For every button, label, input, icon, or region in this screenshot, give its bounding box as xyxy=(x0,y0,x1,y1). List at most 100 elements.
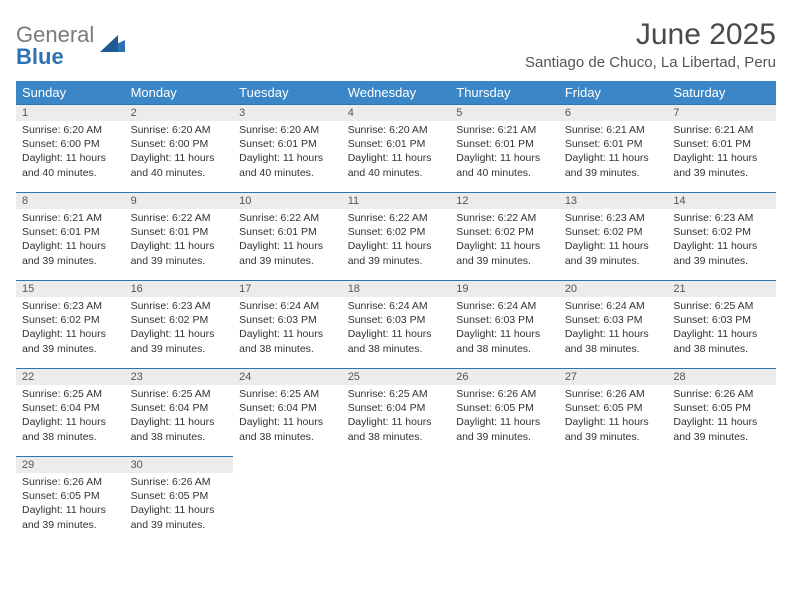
sunrise-text: Sunrise: 6:20 AM xyxy=(131,123,228,137)
day-details: Sunrise: 6:23 AMSunset: 6:02 PMDaylight:… xyxy=(667,211,776,272)
daylight-text-2: and 39 minutes. xyxy=(22,342,119,356)
daylight-text-2: and 39 minutes. xyxy=(22,518,119,532)
day-number: 1 xyxy=(16,104,125,121)
calendar-day-cell: 24Sunrise: 6:25 AMSunset: 6:04 PMDayligh… xyxy=(233,368,342,456)
calendar-day-cell: 22 Sunrise: 6:25 AMSunset: 6:04 PMDayligh… xyxy=(16,368,125,456)
brand-logo: General Blue xyxy=(16,18,126,68)
sunset-text: Sunset: 6:05 PM xyxy=(456,401,553,415)
daylight-text-2: and 38 minutes. xyxy=(239,430,336,444)
sunrise-text: Sunrise: 6:25 AM xyxy=(22,387,119,401)
daylight-text-1: Daylight: 11 hours xyxy=(348,239,445,253)
day-number: 24 xyxy=(233,368,342,385)
daylight-text-1: Daylight: 11 hours xyxy=(131,151,228,165)
day-number: 25 xyxy=(342,368,451,385)
sunrise-text: Sunrise: 6:23 AM xyxy=(131,299,228,313)
sunset-text: Sunset: 6:02 PM xyxy=(131,313,228,327)
day-details: Sunrise: 6:23 AMSunset: 6:02 PMDaylight:… xyxy=(125,299,234,360)
calendar-day-cell: 5Sunrise: 6:21 AMSunset: 6:01 PMDaylight… xyxy=(450,104,559,192)
day-number: 13 xyxy=(559,192,668,209)
daylight-text-2: and 38 minutes. xyxy=(673,342,770,356)
day-number: 26 xyxy=(450,368,559,385)
day-details: Sunrise: 6:26 AMSunset: 6:05 PMDaylight:… xyxy=(125,475,234,536)
calendar-day-cell: 13 Sunrise: 6:23 AMSunset: 6:02 PMDayligh… xyxy=(559,192,668,280)
sunrise-text: Sunrise: 6:22 AM xyxy=(456,211,553,225)
daylight-text-2: and 39 minutes. xyxy=(456,254,553,268)
daylight-text-1: Daylight: 11 hours xyxy=(456,415,553,429)
day-number: 16 xyxy=(125,280,234,297)
day-details: Sunrise: 6:26 AMSunset: 6:05 PMDaylight:… xyxy=(450,387,559,448)
daylight-text-1: Daylight: 11 hours xyxy=(673,327,770,341)
daylight-text-1: Daylight: 11 hours xyxy=(22,415,119,429)
daylight-text-1: Daylight: 11 hours xyxy=(565,415,662,429)
sunset-text: Sunset: 6:01 PM xyxy=(239,225,336,239)
calendar-day-cell: 2Sunrise: 6:20 AMSunset: 6:00 PMDaylight… xyxy=(125,104,234,192)
day-number: 15 xyxy=(16,280,125,297)
sunset-text: Sunset: 6:05 PM xyxy=(673,401,770,415)
daylight-text-2: and 40 minutes. xyxy=(456,166,553,180)
calendar-day-cell: 10Sunrise: 6:22 AMSunset: 6:01 PMDayligh… xyxy=(233,192,342,280)
sunset-text: Sunset: 6:02 PM xyxy=(456,225,553,239)
calendar-day-cell: 14Sunrise: 6:23 AMSunset: 6:02 PMDayligh… xyxy=(667,192,776,280)
weekday-header: Friday xyxy=(559,81,668,104)
sunset-text: Sunset: 6:00 PM xyxy=(131,137,228,151)
day-number: 12 xyxy=(450,192,559,209)
daylight-text-1: Daylight: 11 hours xyxy=(673,151,770,165)
sunset-text: Sunset: 6:01 PM xyxy=(673,137,770,151)
calendar-day-cell: 18Sunrise: 6:24 AMSunset: 6:03 PMDayligh… xyxy=(342,280,451,368)
sunrise-text: Sunrise: 6:23 AM xyxy=(673,211,770,225)
day-details: Sunrise: 6:23 AMSunset: 6:02 PMDaylight:… xyxy=(559,211,668,272)
daylight-text-2: and 39 minutes. xyxy=(673,254,770,268)
sunrise-text: Sunrise: 6:25 AM xyxy=(131,387,228,401)
day-details: Sunrise: 6:23 AMSunset: 6:02 PMDaylight:… xyxy=(16,299,125,360)
sunrise-text: Sunrise: 6:21 AM xyxy=(22,211,119,225)
daylight-text-2: and 38 minutes. xyxy=(239,342,336,356)
calendar-day-cell xyxy=(667,456,776,544)
day-number: 27 xyxy=(559,368,668,385)
sunset-text: Sunset: 6:04 PM xyxy=(348,401,445,415)
sunset-text: Sunset: 6:01 PM xyxy=(348,137,445,151)
sunrise-text: Sunrise: 6:23 AM xyxy=(565,211,662,225)
day-details: Sunrise: 6:20 AMSunset: 6:00 PMDaylight:… xyxy=(125,123,234,184)
daylight-text-2: and 40 minutes. xyxy=(348,166,445,180)
daylight-text-1: Daylight: 11 hours xyxy=(22,503,119,517)
day-details: Sunrise: 6:20 AMSunset: 6:01 PMDaylight:… xyxy=(342,123,451,184)
calendar-week-row: 1Sunrise: 6:20 AMSunset: 6:00 PMDaylight… xyxy=(16,104,776,192)
daylight-text-2: and 39 minutes. xyxy=(22,254,119,268)
brand-name-blue: Blue xyxy=(16,44,64,69)
calendar-day-cell: 16 Sunrise: 6:23 AMSunset: 6:02 PMDayligh… xyxy=(125,280,234,368)
sunset-text: Sunset: 6:04 PM xyxy=(22,401,119,415)
daylight-text-2: and 39 minutes. xyxy=(131,254,228,268)
calendar-day-cell xyxy=(559,456,668,544)
daylight-text-1: Daylight: 11 hours xyxy=(131,327,228,341)
daylight-text-1: Daylight: 11 hours xyxy=(239,415,336,429)
calendar-day-cell: 3Sunrise: 6:20 AMSunset: 6:01 PMDaylight… xyxy=(233,104,342,192)
calendar-day-cell: 11Sunrise: 6:22 AMSunset: 6:02 PMDayligh… xyxy=(342,192,451,280)
sunrise-text: Sunrise: 6:22 AM xyxy=(131,211,228,225)
day-details: Sunrise: 6:24 AMSunset: 6:03 PMDaylight:… xyxy=(342,299,451,360)
sunset-text: Sunset: 6:01 PM xyxy=(456,137,553,151)
daylight-text-1: Daylight: 11 hours xyxy=(348,415,445,429)
sunset-text: Sunset: 6:01 PM xyxy=(131,225,228,239)
day-details: Sunrise: 6:26 AMSunset: 6:05 PMDaylight:… xyxy=(16,475,125,536)
sunrise-text: Sunrise: 6:21 AM xyxy=(565,123,662,137)
calendar-day-cell: 21Sunrise: 6:25 AMSunset: 6:03 PMDayligh… xyxy=(667,280,776,368)
calendar-day-cell xyxy=(342,456,451,544)
sunrise-text: Sunrise: 6:24 AM xyxy=(239,299,336,313)
sunset-text: Sunset: 6:05 PM xyxy=(22,489,119,503)
sunset-text: Sunset: 6:01 PM xyxy=(565,137,662,151)
daylight-text-2: and 39 minutes. xyxy=(673,430,770,444)
calendar-day-cell: 23Sunrise: 6:25 AMSunset: 6:04 PMDayligh… xyxy=(125,368,234,456)
day-number: 22 xyxy=(16,368,125,385)
day-details: Sunrise: 6:22 AMSunset: 6:01 PMDaylight:… xyxy=(125,211,234,272)
calendar-day-cell: 9 Sunrise: 6:22 AMSunset: 6:01 PMDaylight… xyxy=(125,192,234,280)
day-number: 9 xyxy=(125,192,234,209)
day-number: 23 xyxy=(125,368,234,385)
day-details: Sunrise: 6:24 AMSunset: 6:03 PMDaylight:… xyxy=(559,299,668,360)
day-number: 8 xyxy=(16,192,125,209)
sunrise-text: Sunrise: 6:24 AM xyxy=(456,299,553,313)
title-block: June 2025 Santiago de Chuco, La Libertad… xyxy=(525,18,776,71)
calendar-day-cell: 12Sunrise: 6:22 AMSunset: 6:02 PMDayligh… xyxy=(450,192,559,280)
daylight-text-2: and 38 minutes. xyxy=(348,342,445,356)
daylight-text-2: and 38 minutes. xyxy=(456,342,553,356)
sunrise-text: Sunrise: 6:21 AM xyxy=(673,123,770,137)
